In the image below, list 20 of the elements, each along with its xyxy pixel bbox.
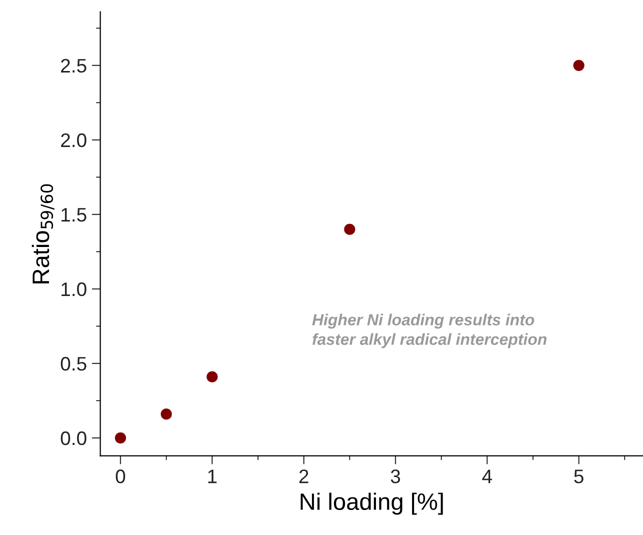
x-tick-label: 5 [574, 470, 584, 484]
y-tick-label: 1.5 [62, 208, 86, 222]
point [114, 432, 126, 444]
annotation: Higher Ni loading results into faster alkyl radical interception [312, 314, 547, 348]
y-tick-label: 2.5 [61, 58, 86, 73]
x-tick-label: 2 [299, 470, 308, 484]
x-axis-title: Ni loading [%] [300, 492, 443, 515]
point [160, 408, 172, 420]
x-tick-label: 4 [482, 470, 492, 484]
x-tick-label: 0 [116, 470, 126, 484]
y-tick-label: 2.0 [61, 133, 86, 148]
point [206, 371, 218, 382]
y-tick-label: 1.0 [62, 282, 86, 296]
x-tick-label: 3 [390, 470, 400, 484]
x-tick-label: 1 [208, 470, 217, 484]
y-axis-title: Ratio$_{59/60}$ [32, 184, 54, 284]
y-tick-label: 0.0 [60, 431, 86, 446]
point [344, 224, 356, 235]
y-tick-label: 0.5 [60, 356, 86, 371]
point [573, 60, 584, 71]
